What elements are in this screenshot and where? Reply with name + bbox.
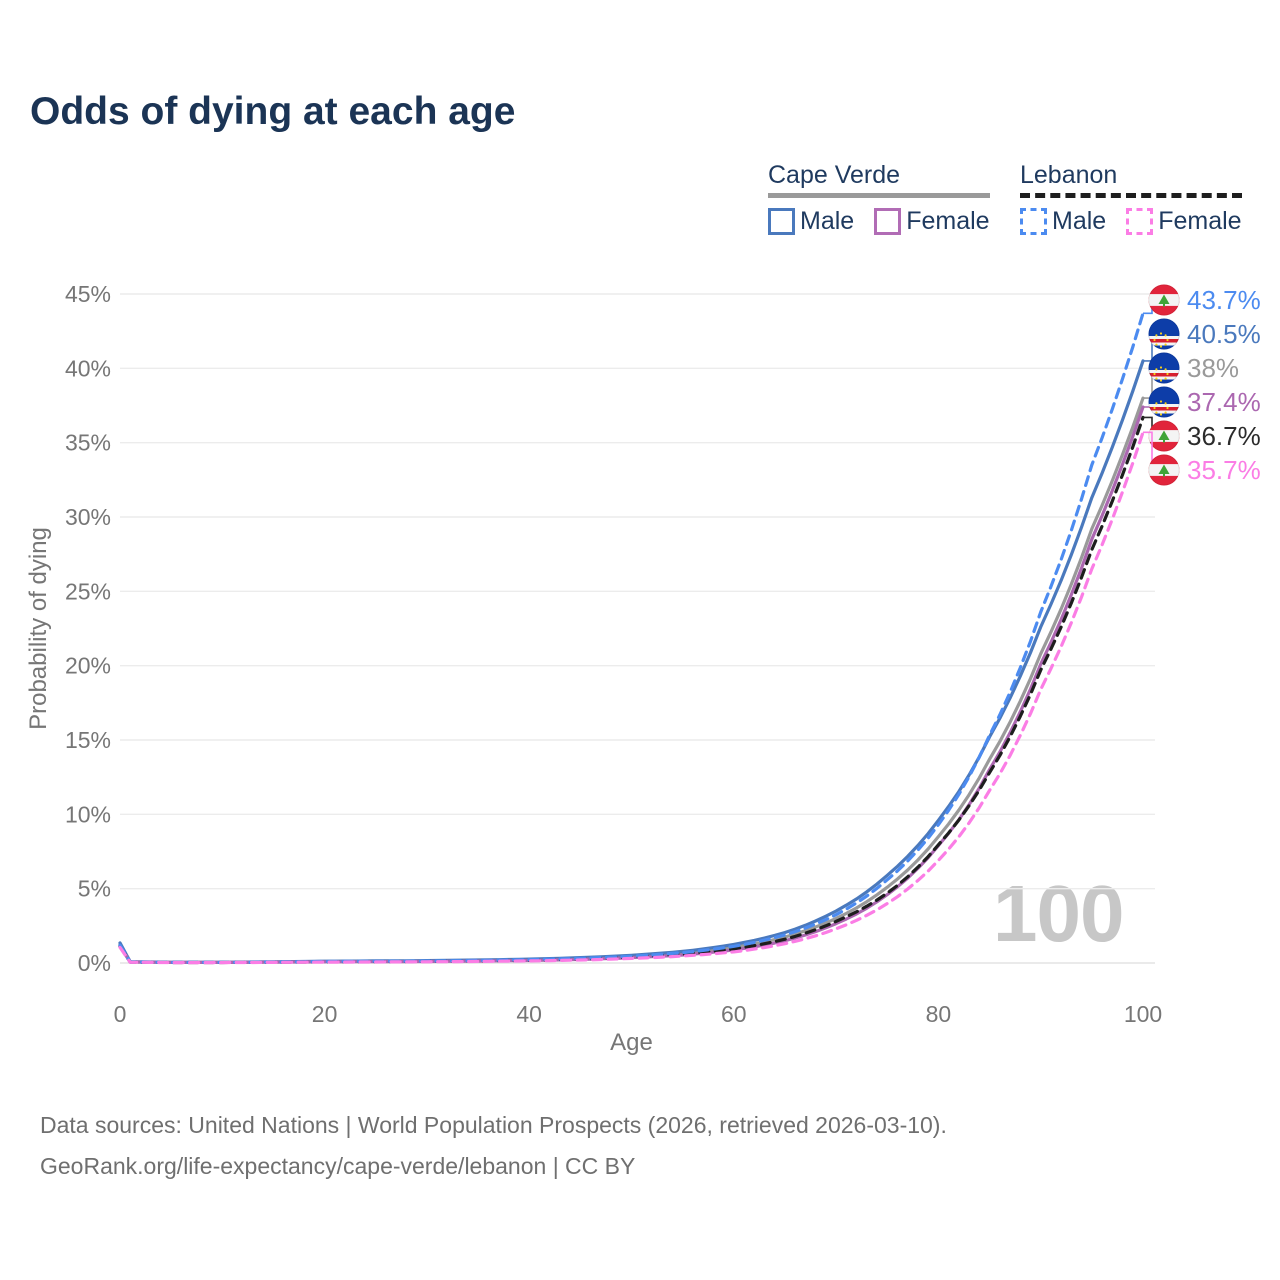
legend-group-lebanon: Lebanon Male Female <box>1020 161 1242 236</box>
legend-line-sample-solid <box>768 193 990 198</box>
x-tick-label: 60 <box>721 1001 747 1027</box>
page-title: Odds of dying at each age <box>30 90 516 133</box>
x-tick-label: 20 <box>312 1001 338 1027</box>
legend-item-label: Female <box>1158 207 1242 235</box>
y-axis-title: Probability of dying <box>25 527 52 730</box>
end-value-label: 40.5% <box>1187 319 1261 349</box>
lebanon-flag-icon <box>1148 284 1180 316</box>
y-tick-label: 0% <box>78 950 111 976</box>
legend-item-label: Male <box>1052 207 1107 235</box>
legend-country-label[interactable]: Cape Verde <box>768 161 901 189</box>
source-line-2: GeoRank.org/life-expectancy/cape-verde/l… <box>40 1153 636 1179</box>
lebanon-flag-icon <box>1148 420 1180 452</box>
legend-item-lebanon-female[interactable]: Female <box>1126 207 1242 236</box>
y-tick-label: 30% <box>65 504 111 530</box>
lebanon-flag-icon <box>1148 454 1180 486</box>
line-swatch-icon <box>874 208 902 235</box>
age-counter-watermark: 100 <box>993 869 1124 958</box>
legend-item-lebanon-male[interactable]: Male <box>1020 207 1106 236</box>
x-tick-label: 100 <box>1124 1001 1162 1027</box>
end-value-label: 37.4% <box>1187 387 1261 417</box>
cape-verde-flag-icon <box>1148 318 1180 350</box>
cape-verde-flag-icon <box>1148 352 1180 384</box>
x-tick-label: 0 <box>114 1001 127 1027</box>
y-tick-label: 35% <box>65 430 111 456</box>
line-swatch-icon <box>1020 208 1047 235</box>
x-tick-label: 40 <box>516 1001 542 1027</box>
end-value-label: 38% <box>1187 353 1239 383</box>
end-value-label: 35.7% <box>1187 455 1261 485</box>
x-tick-label: 80 <box>926 1001 952 1027</box>
series-line-cape-verde-female[interactable] <box>118 405 1145 965</box>
legend-item-cape-verde-male[interactable]: Male <box>768 207 854 236</box>
y-tick-label: 45% <box>65 281 111 307</box>
legend-line-sample-dashed <box>1020 193 1242 198</box>
cape-verde-flag-icon <box>1148 386 1180 418</box>
y-tick-label: 25% <box>65 578 111 604</box>
series-line-cape-verde-male[interactable] <box>118 359 1145 964</box>
legend-item-cape-verde-female[interactable]: Female <box>874 207 990 236</box>
legend-group-cape-verde: Cape Verde Male Female <box>768 161 990 236</box>
line-swatch-icon <box>768 208 795 235</box>
data-source-note: Data sources: United Nations | World Pop… <box>40 1105 947 1187</box>
x-axis-title: Age <box>610 1029 653 1056</box>
series-line-lebanon-male[interactable] <box>118 311 1145 965</box>
source-line-1: Data sources: United Nations | World Pop… <box>40 1112 947 1138</box>
y-tick-label: 20% <box>65 653 111 679</box>
y-tick-label: 10% <box>65 801 111 827</box>
end-value-label: 36.7% <box>1187 421 1261 451</box>
legend-country-label[interactable]: Lebanon <box>1020 161 1118 189</box>
series-line-lebanon-combined[interactable] <box>118 415 1145 965</box>
y-tick-label: 5% <box>78 876 111 902</box>
y-tick-label: 15% <box>65 727 111 753</box>
line-swatch-icon <box>1126 208 1154 235</box>
legend-item-label: Male <box>800 207 855 235</box>
y-tick-label: 40% <box>65 355 111 381</box>
end-value-label: 43.7% <box>1187 285 1261 315</box>
series-line-lebanon-female[interactable] <box>118 430 1145 965</box>
series-line-cape-verde-combined[interactable] <box>118 396 1145 964</box>
legend-item-label: Female <box>906 207 990 235</box>
